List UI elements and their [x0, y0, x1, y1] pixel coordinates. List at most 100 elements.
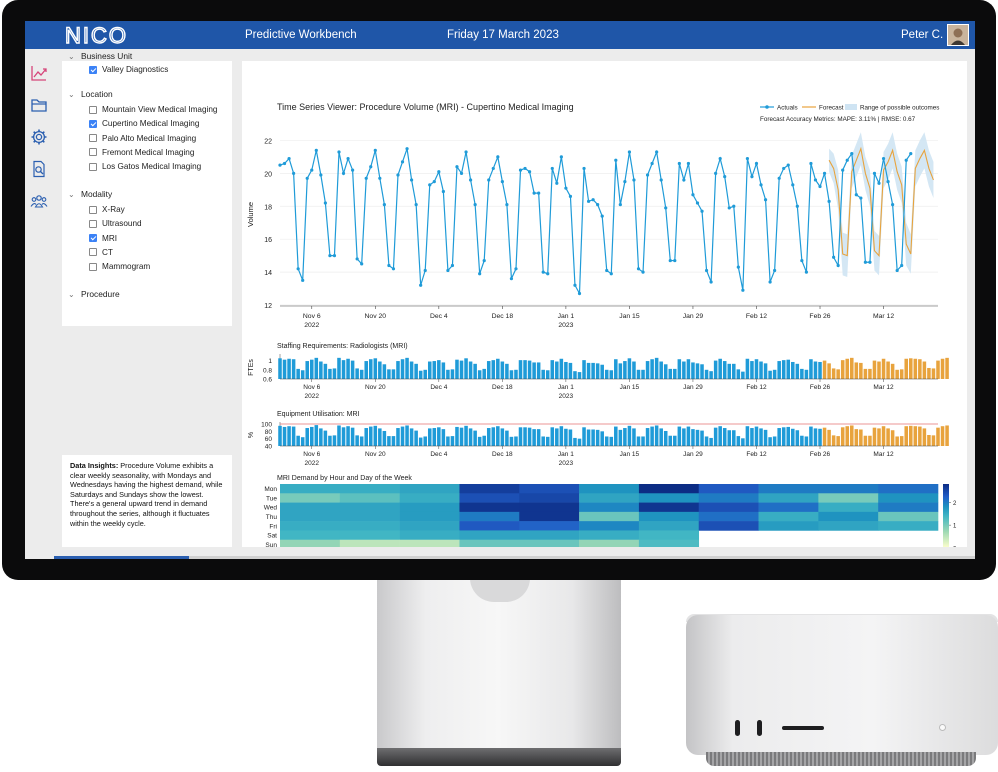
checkbox[interactable]: [89, 119, 97, 128]
staff-bar-actual: [446, 369, 450, 379]
heatmap-cell: [698, 521, 759, 531]
staff-bar-actual: [437, 360, 441, 379]
staff-bar-forecast: [886, 428, 890, 446]
heatmap-cell: [280, 511, 341, 522]
filter-section-modality[interactable]: ⌄ Modality: [68, 189, 112, 199]
actuals-point: [641, 270, 645, 274]
checkbox[interactable]: [89, 134, 97, 143]
heatmap-cell: [818, 521, 879, 531]
actuals-point: [428, 183, 432, 187]
staff-bar-actual: [582, 427, 586, 446]
actuals-point: [673, 258, 677, 263]
actuals-point: [868, 260, 872, 264]
actuals-point: [405, 147, 409, 151]
staff-bar-actual: [427, 361, 432, 379]
checkbox[interactable]: [89, 262, 97, 271]
staff-bar-forecast: [845, 426, 850, 446]
actuals-point: [777, 176, 781, 180]
checkbox[interactable]: [89, 105, 97, 114]
filter-option[interactable]: Mammogram: [89, 262, 150, 271]
filter-option[interactable]: Los Gatos Medical Imaging: [89, 162, 201, 171]
staff-bar-actual: [809, 426, 813, 446]
staff-bar-actual: [414, 363, 418, 379]
staff-bar-actual: [614, 359, 618, 379]
staff-bar-actual: [682, 361, 686, 379]
document-search-icon[interactable]: [30, 160, 48, 178]
actuals-point: [832, 255, 836, 259]
staff-bar-actual: [632, 428, 636, 446]
actuals-point: [301, 278, 305, 282]
filter-option[interactable]: Valley Diagnostics: [89, 65, 168, 74]
checkbox[interactable]: [89, 234, 97, 243]
actuals-point: [709, 280, 713, 284]
staff-bar-actual: [623, 428, 627, 446]
heatmap-cell: [698, 484, 759, 494]
filter-section-location[interactable]: ⌄ Location: [68, 89, 113, 99]
icon-rail: [25, 49, 54, 559]
checkbox[interactable]: [89, 148, 97, 157]
team-icon[interactable]: [30, 192, 48, 210]
staff-bar-forecast: [913, 358, 918, 379]
chevron-down-icon[interactable]: ⌄: [68, 290, 75, 299]
trend-chart-icon[interactable]: [30, 64, 48, 82]
actuals-point: [636, 267, 641, 271]
actuals-point: [859, 196, 863, 200]
staff-bar-actual: [496, 426, 500, 446]
staff-bar-actual: [473, 430, 477, 446]
filter-option[interactable]: Palo Alto Medical Imaging: [89, 134, 196, 143]
x-tick-label: Jan 29: [683, 313, 704, 320]
checkbox[interactable]: [89, 205, 97, 214]
x-tick-label: Jan 15: [619, 313, 640, 320]
actuals-point: [836, 263, 840, 268]
heatmap-row-label: Fri: [269, 523, 277, 530]
filter-option-label: Los Gatos Medical Imaging: [102, 162, 202, 172]
scrollbar-thumb[interactable]: [54, 556, 189, 559]
actuals-point: [328, 254, 332, 258]
chevron-down-icon[interactable]: ⌄: [68, 90, 75, 99]
filter-option[interactable]: Mountain View Medical Imaging: [89, 105, 217, 114]
actuals-point: [491, 166, 495, 171]
staff-bar-actual: [282, 426, 287, 446]
heatmap-cell: [878, 493, 939, 503]
folder-icon[interactable]: [30, 96, 48, 114]
checkbox[interactable]: [89, 248, 97, 257]
filter-option[interactable]: Cupertino Medical Imaging: [89, 119, 199, 128]
filter-option[interactable]: Fremont Medical Imaging: [89, 148, 194, 157]
heatmap-cell: [638, 484, 700, 494]
actuals-point: [559, 155, 563, 159]
staff-bar-actual: [732, 430, 736, 446]
filter-option[interactable]: MRI: [89, 234, 117, 243]
user-name[interactable]: Peter C.: [901, 29, 944, 41]
staff-bar-actual: [423, 436, 427, 446]
staff-bar-actual: [663, 364, 668, 379]
x-tick-year: 2023: [559, 393, 574, 400]
staff-bar-actual: [287, 358, 291, 379]
staff-bar-actual: [741, 371, 745, 379]
chevron-down-icon[interactable]: ⌄: [68, 52, 75, 61]
legend-actuals-marker: [765, 105, 769, 109]
staff-bar-actual: [446, 436, 450, 446]
nico-logo[interactable]: NICO: [63, 23, 149, 47]
staff-bar-actual: [541, 369, 545, 379]
actuals-point: [391, 267, 396, 271]
filter-option[interactable]: Ultrasound: [89, 219, 142, 228]
x-tick-label: Jan 15: [620, 384, 640, 391]
gear-icon[interactable]: [30, 128, 48, 146]
filter-option-label: Fremont Medical Imaging: [102, 147, 195, 157]
filter-option[interactable]: CT: [89, 248, 113, 257]
actuals-point: [464, 150, 468, 154]
staff-bar-actual: [818, 361, 822, 379]
filter-section-business-unit[interactable]: ⌄ Business Unit: [68, 51, 132, 61]
staff-bar-actual: [319, 361, 323, 379]
filter-section-procedure[interactable]: ⌄ Procedure: [68, 289, 120, 299]
actuals-point: [768, 280, 772, 284]
horizontal-scrollbar[interactable]: [54, 556, 975, 559]
chevron-down-icon[interactable]: ⌄: [68, 190, 75, 199]
avatar[interactable]: [947, 24, 969, 46]
checkbox[interactable]: [89, 65, 97, 74]
checkbox[interactable]: [89, 219, 97, 228]
checkbox[interactable]: [89, 162, 97, 171]
actuals-point: [841, 168, 845, 172]
x-tick-label: Jan 1: [558, 384, 574, 391]
filter-option[interactable]: X-Ray: [89, 205, 125, 214]
